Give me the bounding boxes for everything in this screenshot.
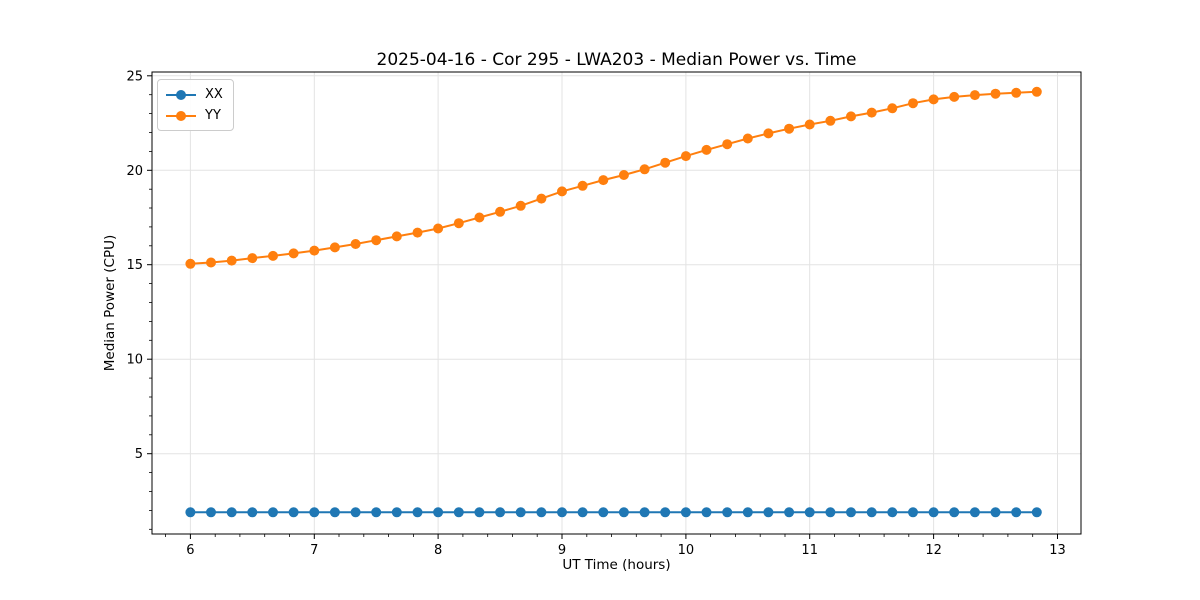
legend-label-yy: YY — [205, 108, 221, 123]
svg-text:8: 8 — [434, 543, 442, 558]
svg-text:10: 10 — [126, 353, 143, 368]
chart-title: 2025-04-16 - Cor 295 - LWA203 - Median P… — [376, 50, 857, 70]
svg-text:10: 10 — [678, 543, 695, 558]
svg-text:6: 6 — [186, 543, 194, 558]
legend-item-yy: YY — [166, 105, 223, 126]
svg-text:15: 15 — [126, 258, 143, 273]
svg-text:7: 7 — [310, 543, 318, 558]
legend: XX YY — [157, 79, 234, 131]
legend-item-xx: XX — [166, 84, 223, 105]
svg-text:20: 20 — [126, 164, 143, 179]
x-axis-label: UT Time (hours) — [562, 557, 671, 573]
svg-text:12: 12 — [925, 543, 942, 558]
y-axis-label: Median Power (CPU) — [102, 234, 118, 372]
svg-text:13: 13 — [1049, 543, 1066, 558]
svg-text:5: 5 — [135, 447, 143, 462]
svg-text:9: 9 — [558, 543, 566, 558]
legend-label-xx: XX — [205, 87, 223, 102]
svg-text:25: 25 — [126, 69, 143, 84]
legend-marker-yy-icon — [166, 110, 196, 122]
svg-text:11: 11 — [801, 543, 818, 558]
legend-marker-xx-icon — [166, 89, 196, 101]
